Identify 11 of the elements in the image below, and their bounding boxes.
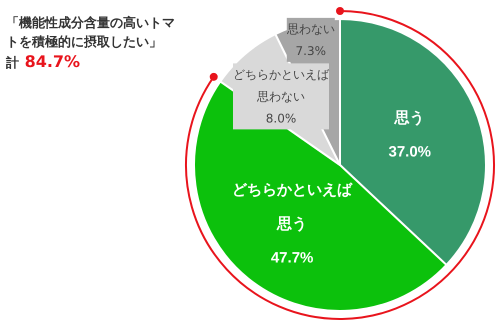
slice-label: どちらかといえば思わない: [232, 67, 330, 104]
data-label: 47.7%: [270, 250, 314, 267]
data-label: 37.0%: [388, 143, 432, 160]
slice-label: どちらかといえば思う: [232, 182, 354, 233]
text: 「機能性成分含量の高いトマトを積極的に摂取したい」: [6, 14, 176, 52]
slice-label: 思う: [394, 109, 425, 126]
text: 84.7%: [24, 52, 80, 71]
text: 計: [6, 56, 19, 71]
slice-label: 思わない: [286, 22, 335, 36]
data-label: 7.3%: [296, 44, 326, 58]
data-label: 8.0%: [266, 111, 296, 126]
